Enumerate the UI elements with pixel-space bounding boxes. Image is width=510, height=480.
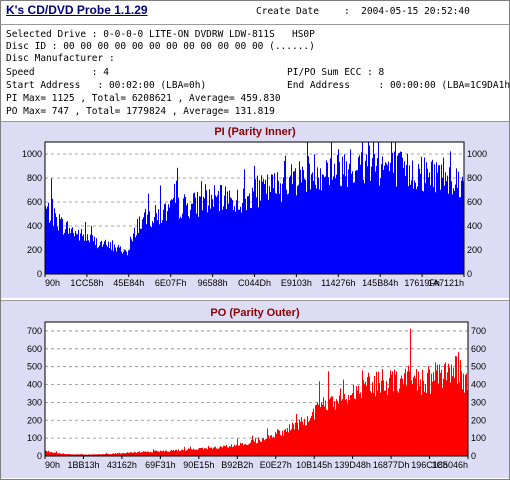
po-x-tick-label: 1C5046h	[431, 460, 468, 470]
po-x-tick-label: 43162h	[107, 460, 137, 470]
po-x-tick-label: 90E15h	[183, 460, 214, 470]
po-divider	[1, 300, 509, 301]
disc-manufacturer: Disc Manufacturer :	[6, 53, 115, 64]
po-x-tick-label: 10B145h	[296, 460, 332, 470]
pi-y-tick-right: 1000	[467, 149, 487, 159]
create-date-label: Create Date	[256, 6, 319, 17]
pi-y-tick-left: 0	[37, 269, 42, 279]
po-y-tick-left: 600	[27, 344, 42, 354]
pi-stats: PI Max= 1125 , Total= 6208621 , Average=…	[6, 93, 281, 104]
po-x-tick-label: 16877Dh	[373, 460, 410, 470]
pi-y-tick-left: 800	[27, 173, 42, 183]
pi-x-tick-label: E9103h	[281, 278, 312, 288]
pi-y-tick-right: 800	[467, 173, 482, 183]
po-y-tick-right: 600	[471, 344, 486, 354]
pi-x-tick-label: 96588h	[198, 278, 228, 288]
po-y-tick-left: 400	[27, 380, 42, 390]
pi-divider	[1, 121, 509, 122]
po-y-tick-left: 700	[27, 326, 42, 336]
po-y-tick-right: 100	[471, 433, 486, 443]
po-x-tick-label: 196C18h	[411, 460, 448, 470]
app-title: K's CD/DVD Probe 1.1.29	[6, 3, 148, 17]
po-x-tick-label: B92B2h	[221, 460, 253, 470]
po-chart: 0 0 100 100 200 200 300 300 400 400 500 500 600 600 70…	[27, 321, 486, 470]
pi-chart-title: PI (Parity Inner)	[214, 126, 296, 138]
pi-x-tick-label: 6E07Fh	[155, 278, 187, 288]
po-y-tick-right: 200	[471, 415, 486, 425]
po-x-tick-label: 69F31h	[145, 460, 176, 470]
speed: Speed : 4	[6, 67, 109, 78]
po-y-tick-left: 300	[27, 397, 42, 407]
create-date-value: : 2004-05-15 20:52:40	[344, 6, 470, 17]
pi-y-tick-right: 400	[467, 221, 482, 231]
pi-x-tick-label: 45E84h	[113, 278, 144, 288]
pi-x-tick-label: 17619Fh	[404, 278, 440, 288]
selected-drive: Selected Drive : 0-0-0-0 LITE-ON DVDRW L…	[6, 29, 315, 40]
po-y-tick-right: 700	[471, 326, 486, 336]
po-chart-panel: PO (Parity Outer) 0 0 100 100 200 200 300 300 40…	[1, 301, 509, 478]
pi-x-tick-label: 145B84h	[362, 278, 398, 288]
pi-y-tick-right: 200	[467, 245, 482, 255]
po-y-tick-left: 100	[27, 433, 42, 443]
po-x-tick-label: 1BB13h	[67, 460, 99, 470]
po-y-tick-left: 200	[27, 415, 42, 425]
end-address: End Address : 00:00:00 (LBA=1C9DA1h)	[287, 80, 510, 91]
start-address: Start Address : 00:02:00 (LBA=0h)	[6, 80, 207, 91]
po-y-tick-right: 500	[471, 362, 486, 372]
po-x-tick-label: E0E27h	[260, 460, 292, 470]
po-plot-frame	[44, 321, 469, 457]
po-y-tick-right: 0	[471, 451, 476, 461]
pi-x-tick-label: 1CC58h	[70, 278, 103, 288]
pi-y-tick-left: 400	[27, 221, 42, 231]
po-y-tick-right: 300	[471, 397, 486, 407]
pi-x-tick-label: C044Dh	[238, 278, 271, 288]
pi-x-tick-label: 90h	[45, 278, 60, 288]
pi-y-tick-left: 200	[27, 245, 42, 255]
po-x-tick-label: 90h	[45, 460, 60, 470]
pi-y-tick-right: 0	[467, 269, 472, 279]
header-divider	[1, 24, 509, 25]
pi-y-tick-right: 600	[467, 197, 482, 207]
pi-x-tick-label: 1A7121h	[428, 278, 464, 288]
po-x-tick-label: 139D48h	[334, 460, 371, 470]
pi-y-tick-left: 1000	[22, 149, 42, 159]
po-y-tick-right: 400	[471, 380, 486, 390]
po-y-tick-left: 0	[37, 451, 42, 461]
disc-id: Disc ID : 00 00 00 00 00 00 00 00 00 00 …	[6, 41, 315, 52]
pi-x-tick-label: 114276h	[321, 278, 355, 288]
pi-y-tick-left: 600	[27, 197, 42, 207]
po-stats: PO Max= 747 , Total= 1779824 , Average= …	[6, 106, 275, 117]
pi-chart: 0 0 200 200 400 400 600 600 800 800 1000 1000 90h 1CC…	[22, 141, 487, 288]
pipo-sum-ecc: PI/PO Sum ECC : 8	[287, 67, 385, 78]
pi-chart-panel: PI (Parity Inner) 0 0 200 200 400 400 600 600 80…	[1, 122, 509, 298]
po-chart-title: PO (Parity Outer)	[210, 307, 300, 319]
po-y-tick-left: 500	[27, 362, 42, 372]
